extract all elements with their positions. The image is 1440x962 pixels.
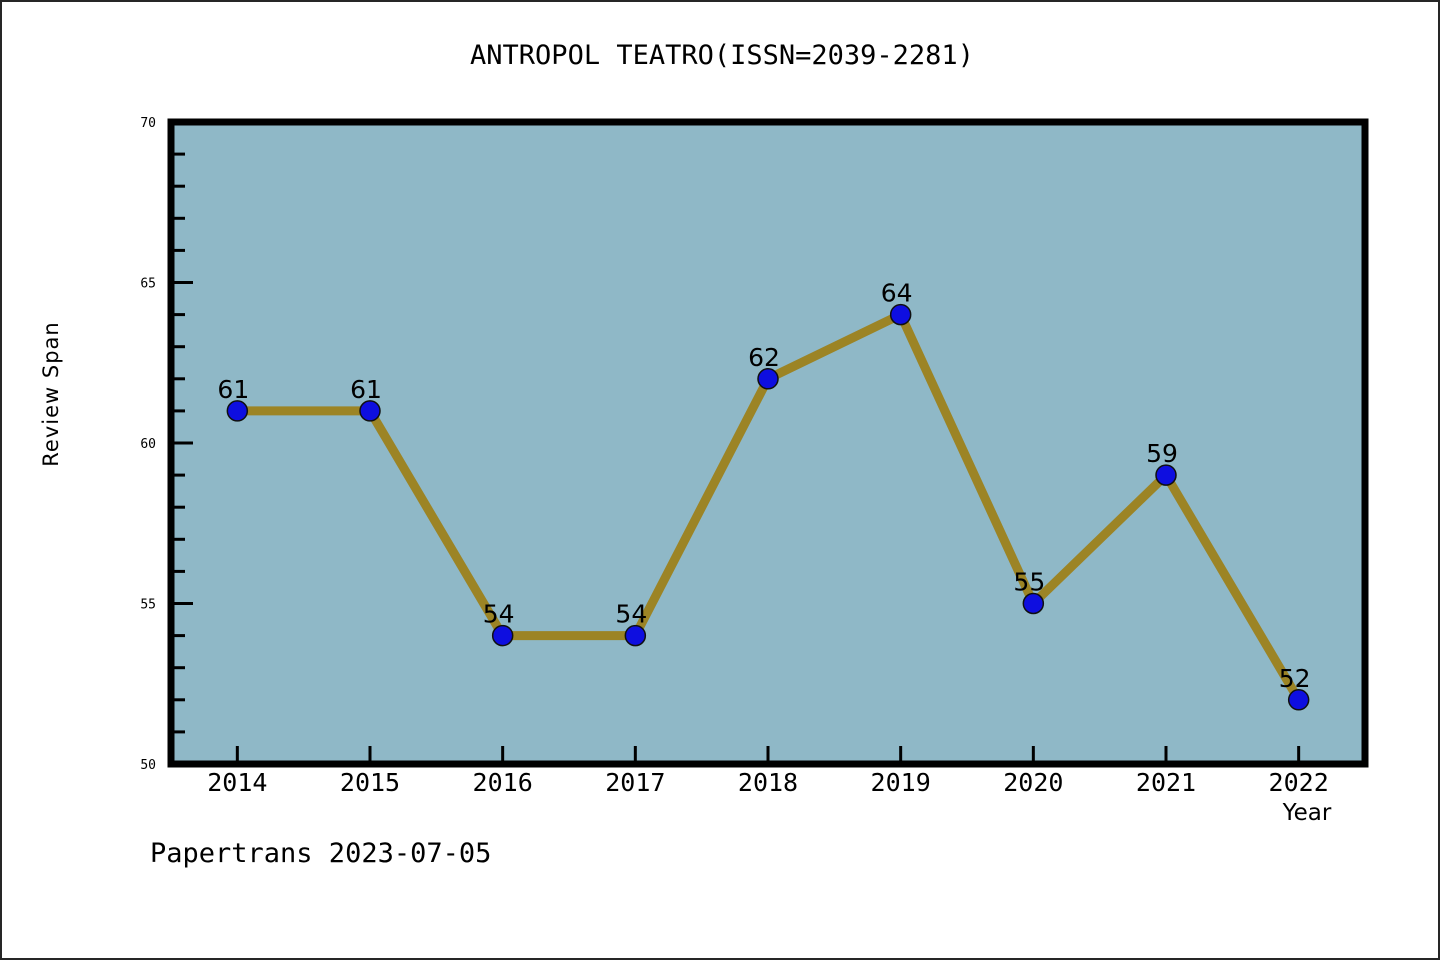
data-series-markers bbox=[226, 303, 1310, 711]
y-tick-label: 60 bbox=[140, 437, 156, 452]
data-point-labels: 61 61 54 54 62 64 55 59 52 bbox=[217, 279, 1310, 693]
data-point-marker[interactable] bbox=[889, 303, 912, 326]
y-axis-tick-labels: 50 55 60 65 70 bbox=[140, 116, 156, 773]
data-point-value-label: 59 bbox=[1146, 439, 1178, 468]
data-point-value-label: 64 bbox=[881, 279, 913, 308]
x-tick-label: 2016 bbox=[473, 768, 533, 797]
y-axis-major-ticks bbox=[171, 120, 193, 766]
chart-title: ANTROPOL TEATRO(ISSN=2039-2281) bbox=[470, 40, 974, 71]
data-point-marker[interactable] bbox=[1022, 592, 1045, 615]
footer-note: Papertrans 2023-07-05 bbox=[150, 838, 492, 869]
data-point-value-label: 54 bbox=[483, 600, 515, 629]
data-point-marker[interactable] bbox=[491, 624, 514, 647]
plot-background bbox=[171, 122, 1365, 764]
y-axis-minor-ticks bbox=[171, 152, 185, 734]
x-tick-label: 2015 bbox=[340, 768, 400, 797]
data-point-marker[interactable] bbox=[359, 400, 381, 422]
x-tick-label: 2017 bbox=[605, 768, 665, 797]
data-point-value-label: 62 bbox=[748, 343, 780, 372]
x-axis-title: Year bbox=[1282, 800, 1332, 826]
data-point-marker[interactable] bbox=[1287, 689, 1310, 711]
data-point-value-label: 55 bbox=[1013, 568, 1045, 597]
data-point-marker[interactable] bbox=[757, 368, 779, 390]
x-tick-label: 2021 bbox=[1136, 768, 1196, 797]
x-axis-tick-labels: 2014 2015 2016 2017 2018 2019 2020 2021 2022 bbox=[207, 768, 1329, 797]
x-tick-label: 2018 bbox=[738, 768, 798, 797]
x-tick-label: 2020 bbox=[1003, 768, 1063, 797]
y-tick-label: 50 bbox=[140, 758, 156, 773]
data-point-marker[interactable] bbox=[226, 400, 249, 422]
x-axis-ticks bbox=[235, 746, 1301, 764]
data-point-marker[interactable] bbox=[1155, 464, 1177, 486]
y-tick-label: 55 bbox=[140, 598, 156, 613]
y-tick-label: 70 bbox=[140, 116, 156, 131]
y-axis-title: Review Span bbox=[39, 321, 63, 467]
data-point-value-label: 61 bbox=[217, 375, 249, 404]
data-point-value-label: 54 bbox=[615, 600, 647, 629]
x-tick-label: 2022 bbox=[1269, 768, 1329, 797]
y-tick-label: 65 bbox=[140, 277, 156, 292]
data-point-value-label: 61 bbox=[350, 375, 382, 404]
x-tick-label: 2014 bbox=[207, 768, 267, 797]
data-point-marker[interactable] bbox=[624, 624, 647, 647]
x-tick-label: 2019 bbox=[871, 768, 931, 797]
data-point-value-label: 52 bbox=[1279, 664, 1311, 693]
